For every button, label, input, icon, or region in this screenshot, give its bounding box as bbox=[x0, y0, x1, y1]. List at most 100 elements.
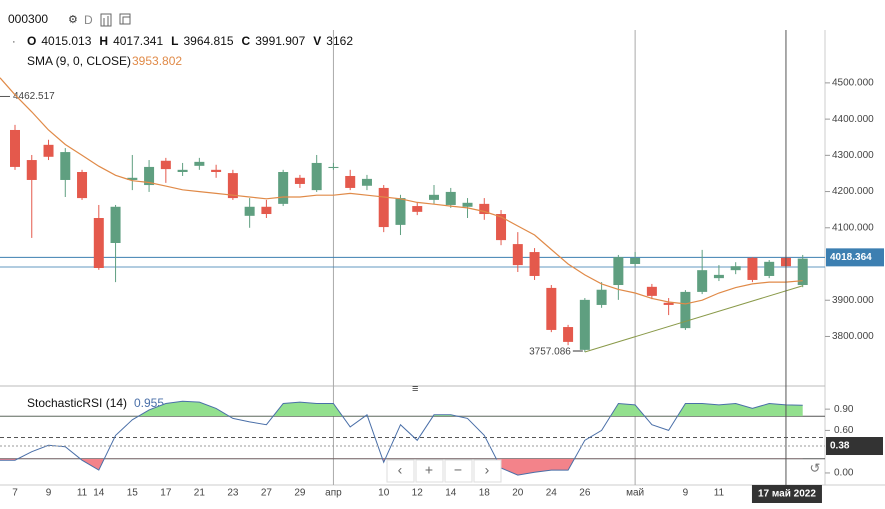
compare-icon[interactable] bbox=[119, 13, 131, 25]
candle-body bbox=[697, 270, 708, 292]
toolbar-icon[interactable]: − bbox=[454, 462, 462, 478]
osc-line bbox=[0, 400, 803, 476]
candle-body bbox=[579, 299, 590, 350]
candle-body bbox=[144, 166, 155, 186]
x-tick-label: 7 bbox=[12, 488, 18, 499]
x-tick-label: апр bbox=[325, 488, 342, 499]
toolbar-button[interactable] bbox=[386, 459, 415, 483]
candle-body bbox=[462, 202, 473, 207]
toolbar-button[interactable] bbox=[444, 459, 473, 483]
zoom-toolbar: ‹ + − › bbox=[386, 459, 502, 483]
x-tick-label: 24 bbox=[546, 488, 558, 499]
reset-icon[interactable]: ↺ bbox=[810, 460, 821, 475]
price-label: 4018.364 bbox=[830, 252, 872, 263]
candle-body bbox=[429, 194, 439, 200]
ohlc-value: 3964.815 bbox=[183, 34, 233, 48]
candle-body bbox=[328, 166, 339, 169]
x-tick-label: 11 bbox=[77, 488, 88, 499]
x-tick-label: 14 bbox=[445, 488, 457, 499]
ohlc-key: V bbox=[313, 34, 321, 48]
x-tick-label: 17 bbox=[160, 488, 172, 499]
candle-body bbox=[311, 162, 322, 191]
x-tick-label: 23 bbox=[227, 488, 239, 499]
cursor-date: 17 май 2022 bbox=[758, 489, 816, 500]
candle-body bbox=[546, 287, 557, 330]
high-label: 4462.517 bbox=[13, 91, 55, 102]
indicator-value: 3953.802 bbox=[132, 54, 182, 68]
chart-type-icon[interactable] bbox=[100, 13, 112, 27]
candle-body bbox=[445, 191, 456, 205]
candle-body bbox=[613, 257, 624, 286]
candle-body bbox=[663, 302, 674, 305]
y-tick-label: 4400.000 bbox=[832, 114, 874, 125]
y-tick-label: 0.00 bbox=[834, 468, 854, 479]
toolbar-button[interactable] bbox=[415, 459, 444, 483]
candle-body bbox=[93, 218, 104, 268]
candle-body bbox=[127, 177, 138, 180]
low-label: 3757.086 bbox=[529, 347, 571, 358]
cursor-date-bg bbox=[751, 485, 822, 503]
ohlc-key: C bbox=[242, 34, 251, 48]
y-tick-label: 4200.000 bbox=[832, 186, 874, 197]
upper-fill bbox=[0, 401, 803, 417]
y-tick-label: 0.60 bbox=[834, 425, 854, 436]
x-tick-label: 29 bbox=[294, 488, 306, 499]
cursor-value-bg bbox=[826, 437, 883, 456]
candle-body bbox=[194, 161, 205, 166]
y-tick-label: 4500.000 bbox=[832, 78, 874, 89]
candle-body bbox=[412, 206, 423, 212]
y-tick-label: 0.90 bbox=[834, 404, 854, 415]
candle-body bbox=[211, 169, 222, 172]
symbol[interactable]: 000300 bbox=[8, 12, 48, 26]
x-tick-label: 18 bbox=[479, 488, 491, 499]
y-tick-label: 3900.000 bbox=[832, 295, 874, 306]
candle-body bbox=[479, 203, 490, 215]
osc-name: StochasticRSI (14) bbox=[27, 396, 127, 410]
x-tick-label: 14 bbox=[93, 488, 105, 499]
candle-body bbox=[43, 144, 54, 157]
ohlc-key: H bbox=[99, 34, 108, 48]
resize-handle[interactable]: ≡ bbox=[412, 383, 418, 395]
toolbar-icon[interactable]: ‹ bbox=[398, 462, 403, 478]
interval[interactable]: D bbox=[84, 13, 93, 27]
candle-body bbox=[563, 327, 574, 342]
x-tick-label: 12 bbox=[412, 488, 424, 499]
y-tick-label: 4100.000 bbox=[832, 222, 874, 233]
toolbar-icon[interactable]: + bbox=[425, 462, 433, 478]
candle-body bbox=[529, 252, 540, 276]
bullet: · bbox=[12, 36, 16, 48]
candle-body bbox=[730, 266, 741, 271]
ohlc-value: 4015.013 bbox=[41, 34, 91, 48]
trend-line bbox=[584, 285, 803, 353]
candle-body bbox=[160, 160, 171, 170]
indicator-name: SMA (9, 0, CLOSE) bbox=[27, 54, 131, 68]
candle-body bbox=[278, 172, 289, 204]
ohlc-value: 3991.907 bbox=[255, 34, 305, 48]
x-tick-label: 9 bbox=[683, 488, 689, 499]
candle-body bbox=[764, 261, 775, 276]
x-tick-label: 21 bbox=[194, 488, 206, 499]
ohlc-key: O bbox=[27, 34, 36, 48]
candle-body bbox=[680, 291, 691, 329]
settings-icon[interactable]: ⚙ bbox=[68, 14, 78, 26]
toolbar-button[interactable] bbox=[473, 459, 502, 483]
x-tick-label: 27 bbox=[261, 488, 273, 499]
candle-body bbox=[747, 257, 758, 280]
sma-line bbox=[0, 77, 803, 305]
y-tick-label: 4300.000 bbox=[832, 150, 874, 161]
ohlc-key: L bbox=[171, 34, 178, 48]
ohlc-value: 4017.341 bbox=[113, 34, 163, 48]
candle-body bbox=[60, 152, 71, 180]
candle-body bbox=[797, 258, 808, 286]
candle-body bbox=[10, 129, 20, 167]
candle-body bbox=[227, 173, 238, 199]
candle-body bbox=[361, 178, 372, 186]
price-label-bg bbox=[826, 248, 884, 267]
candle-body bbox=[345, 175, 356, 188]
x-tick-label: 11 bbox=[714, 488, 725, 499]
toolbar-icon[interactable]: › bbox=[485, 462, 490, 478]
candle-body bbox=[244, 206, 255, 216]
